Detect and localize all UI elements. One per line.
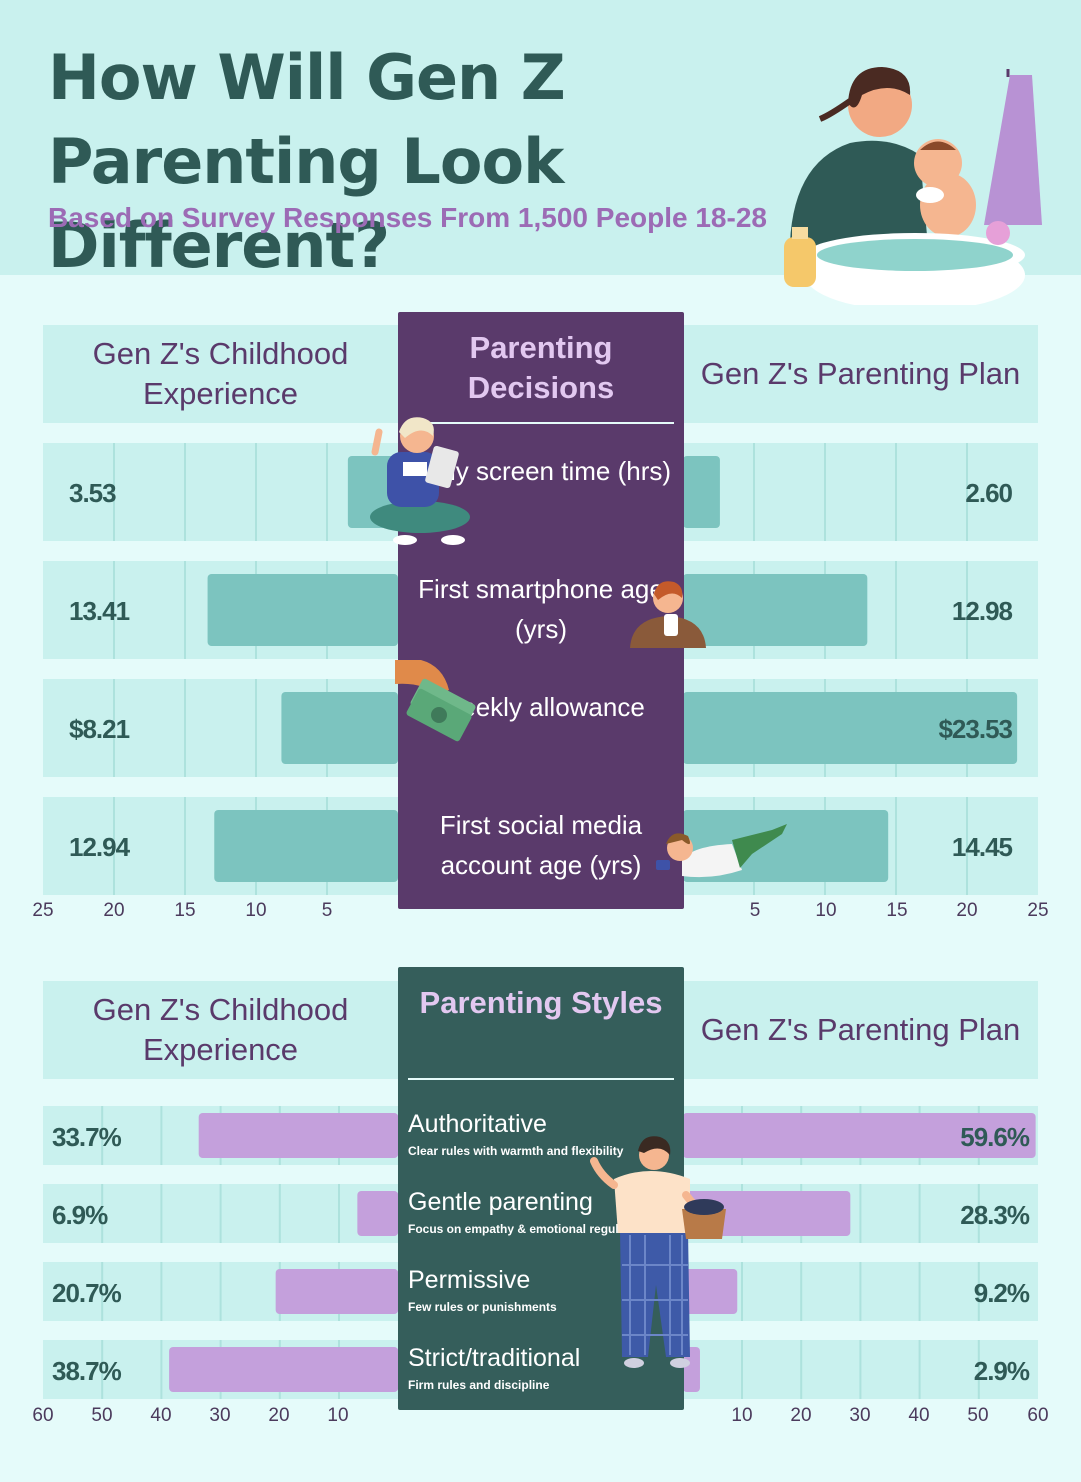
decisions-center-title: Parenting Decisions <box>467 330 615 405</box>
style-left-bar <box>275 1269 399 1314</box>
styles-axis-tick: 20 <box>790 1405 812 1426</box>
decision-label-smartphone: First smartphone age (yrs) <box>418 574 664 644</box>
style-desc-strict: Firm rules and discipline <box>408 1378 550 1392</box>
style-name-gentle: Gentle parenting <box>408 1188 593 1216</box>
decisions-axis-tick: 20 <box>956 900 978 921</box>
styles-axis-tick: 60 <box>32 1405 54 1426</box>
styles-right-value: 59.6% <box>960 1122 1030 1152</box>
styles-axis-tick: 50 <box>91 1405 113 1426</box>
decisions-axis-tick: 25 <box>1027 900 1049 921</box>
style-name-permissive: Permissive <box>408 1266 531 1294</box>
style-left-bar <box>198 1113 399 1158</box>
decisions-axis-tick: 15 <box>886 900 908 921</box>
decisions-left-value: 3.53 <box>69 478 117 508</box>
decisions-axis-tick: 25 <box>32 900 54 921</box>
styles-right-value: 28.3% <box>960 1200 1030 1230</box>
style-right-bar <box>682 1113 1036 1158</box>
decision-label-social-media: First social media account age (yrs) <box>439 810 643 880</box>
style-right-bar <box>682 1347 700 1392</box>
decisions-axis-tick: 5 <box>749 900 761 921</box>
styles-axis-tick: 30 <box>209 1405 231 1426</box>
decision-right-bar <box>683 692 1018 764</box>
decisions-axis-tick: 5 <box>321 900 333 921</box>
style-desc-gentle: Focus on empathy & emotional regulation <box>408 1222 648 1236</box>
decision-right-bar <box>683 456 720 528</box>
styles-center-title: Parenting Styles <box>419 985 663 1020</box>
styles-axis-tick: 40 <box>908 1405 930 1426</box>
styles-axis-tick: 60 <box>1027 1405 1049 1426</box>
style-left-bar <box>169 1347 399 1392</box>
page-subtitle: Based on Survey Responses From 1,500 Peo… <box>48 202 767 233</box>
decisions-right-value: $23.53 <box>938 714 1013 744</box>
style-desc-authoritative: Clear rules with warmth and flexibility <box>408 1144 624 1158</box>
decision-left-bar <box>207 574 398 646</box>
styles-left-value: 20.7% <box>52 1278 122 1308</box>
money-hand-illustration <box>395 660 476 742</box>
styles-left-heading: Gen Z's Childhood Experience <box>43 981 398 1079</box>
decision-right-bar <box>683 574 868 646</box>
styles-axis-tick: 30 <box>849 1405 871 1426</box>
mother-bathing-baby-illustration <box>784 67 1042 305</box>
styles-axis-tick: 20 <box>268 1405 290 1426</box>
decisions-right-value: 2.60 <box>965 478 1013 508</box>
decisions-title-divider <box>408 422 674 424</box>
decisions-left-value: 12.94 <box>69 832 130 862</box>
styles-axis-tick: 10 <box>327 1405 349 1426</box>
styles-axis-tick: 40 <box>150 1405 172 1426</box>
woman-with-laundry-illustration <box>590 1136 726 1368</box>
styles-right-value: 9.2% <box>973 1278 1030 1308</box>
style-right-bar <box>682 1191 851 1236</box>
styles-title-divider <box>408 1078 674 1080</box>
decisions-right-heading: Gen Z's Parenting Plan <box>683 325 1038 423</box>
decisions-left-heading: Gen Z's Childhood Experience <box>43 325 398 423</box>
styles-right-value: 2.9% <box>973 1356 1030 1386</box>
decisions-left-value: $8.21 <box>69 714 130 744</box>
style-name-authoritative: Authoritative <box>408 1110 547 1138</box>
decisions-right-value: 14.45 <box>951 832 1013 862</box>
boy-with-tablet-illustration <box>370 417 470 545</box>
girl-lying-with-phone-illustration <box>656 824 787 878</box>
decisions-left-value: 13.41 <box>69 596 130 626</box>
style-desc-permissive: Few rules or punishments <box>408 1300 557 1314</box>
styles-right-heading: Gen Z's Parenting Plan <box>683 981 1038 1079</box>
decision-left-bar <box>281 692 398 764</box>
styles-axis-tick: 10 <box>731 1405 753 1426</box>
style-right-bar <box>682 1269 738 1314</box>
page-title: How Will Gen Z Parenting Look Different? <box>48 41 566 282</box>
styles-axis-tick: 50 <box>967 1405 989 1426</box>
style-left-bar <box>357 1191 399 1236</box>
boy-with-phone-illustration <box>630 581 706 648</box>
decisions-axis-tick: 10 <box>245 900 267 921</box>
decisions-axis-tick: 20 <box>103 900 125 921</box>
decisions-right-value: 12.98 <box>951 596 1013 626</box>
decisions-axis-tick: 10 <box>815 900 837 921</box>
style-name-strict: Strict/traditional <box>408 1344 581 1372</box>
decision-left-bar <box>214 810 398 882</box>
styles-left-value: 6.9% <box>52 1200 108 1230</box>
styles-left-value: 33.7% <box>52 1122 122 1152</box>
decisions-center-panel <box>398 312 684 909</box>
decisions-axis-tick: 15 <box>174 900 196 921</box>
styles-left-value: 38.7% <box>52 1356 122 1386</box>
